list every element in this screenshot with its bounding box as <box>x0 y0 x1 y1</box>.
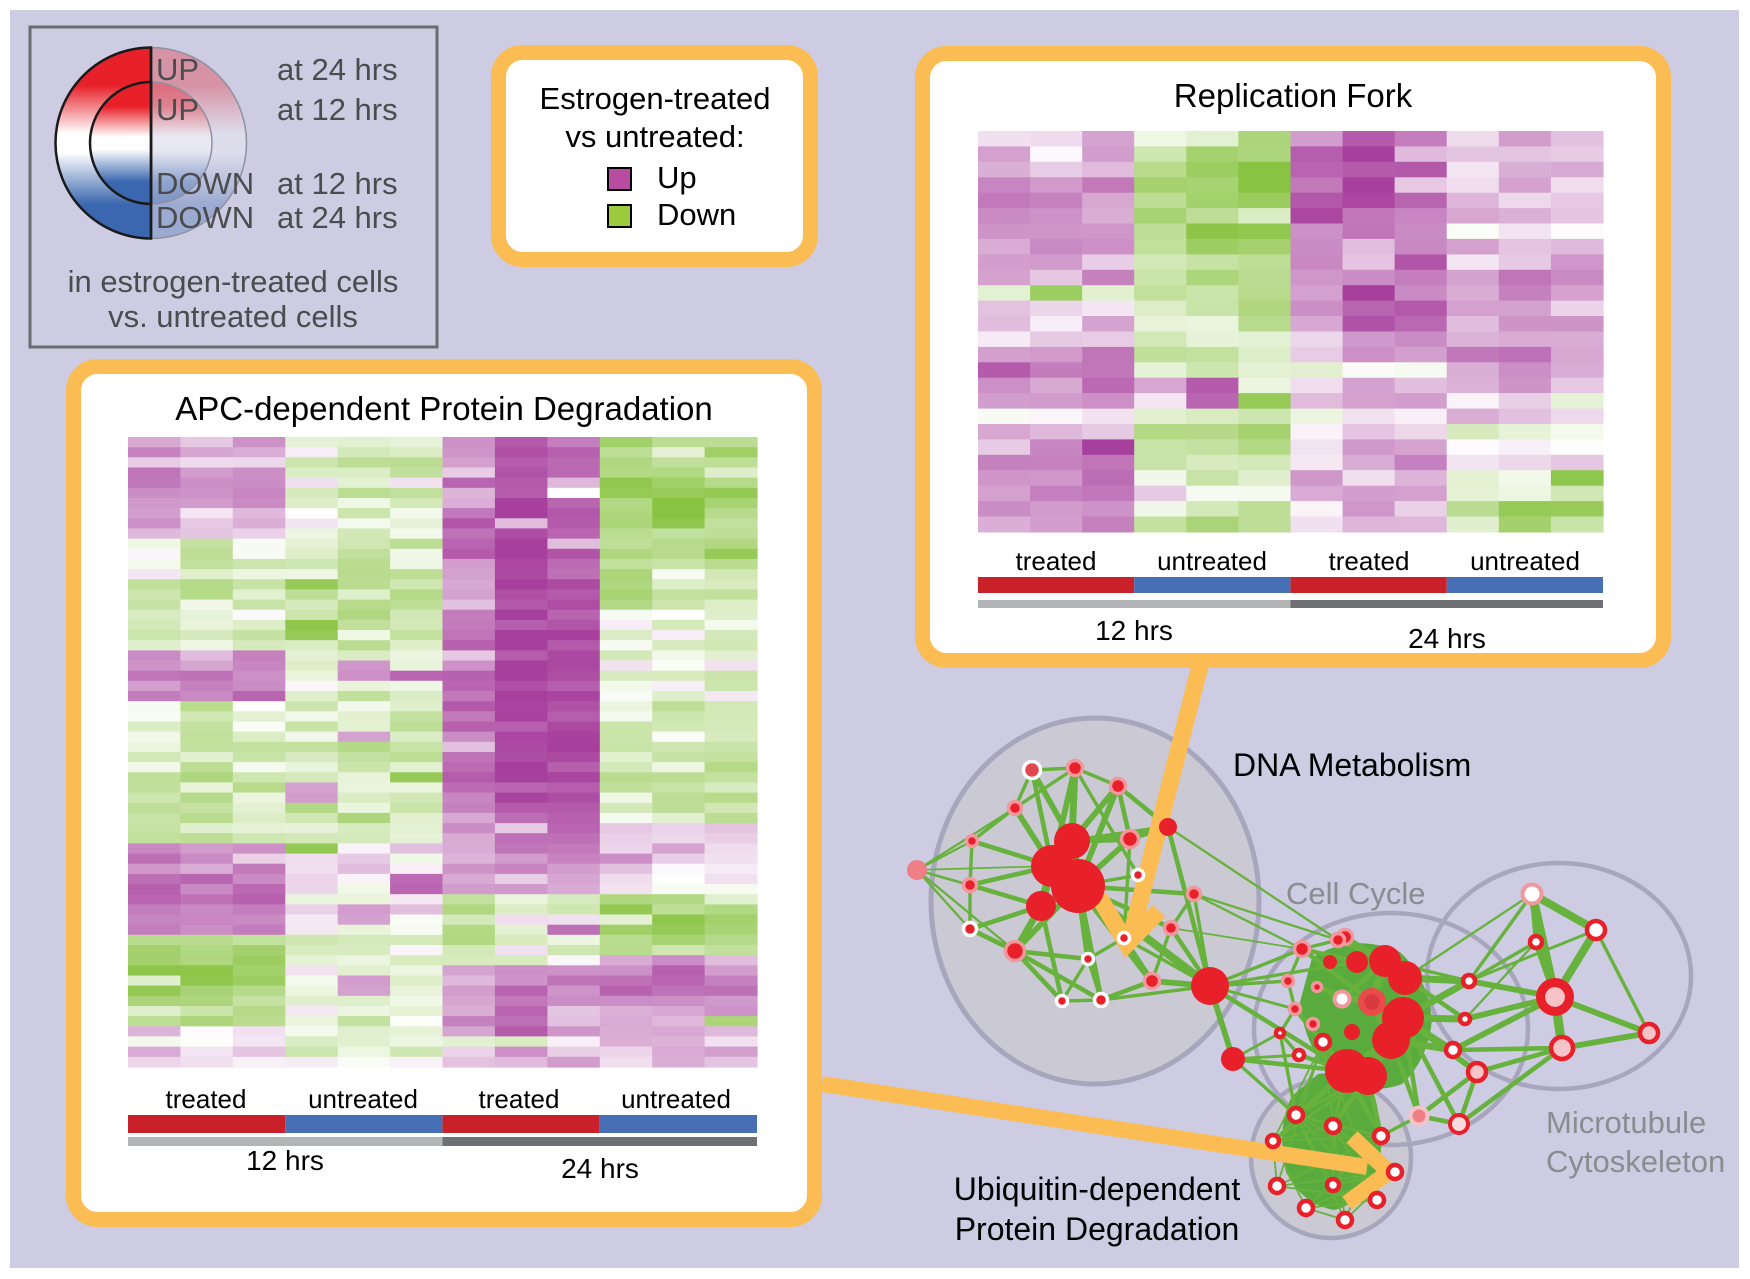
svg-text:24 hrs: 24 hrs <box>561 1153 639 1184</box>
svg-text:DNA Metabolism: DNA Metabolism <box>1233 747 1471 783</box>
svg-text:UP: UP <box>156 92 199 127</box>
svg-text:Down: Down <box>657 197 736 232</box>
svg-text:vs untreated:: vs untreated: <box>565 119 744 154</box>
svg-text:at 12 hrs: at 12 hrs <box>277 92 398 127</box>
svg-text:at 24 hrs: at 24 hrs <box>277 52 398 87</box>
svg-text:Replication Fork: Replication Fork <box>1174 77 1413 114</box>
svg-text:Cytoskeleton: Cytoskeleton <box>1546 1144 1725 1179</box>
svg-text:Cell Cycle: Cell Cycle <box>1286 876 1426 911</box>
svg-text:APC-dependent Protein Degradat: APC-dependent Protein Degradation <box>175 390 713 427</box>
svg-text:UP: UP <box>156 52 199 87</box>
svg-text:untreated: untreated <box>308 1084 418 1114</box>
svg-text:Ubiquitin-dependent: Ubiquitin-dependent <box>954 1171 1241 1207</box>
svg-text:Protein Degradation: Protein Degradation <box>955 1211 1240 1247</box>
svg-text:treated: treated <box>166 1084 247 1114</box>
svg-text:vs. untreated cells: vs. untreated cells <box>108 299 358 334</box>
svg-text:DOWN: DOWN <box>156 200 254 235</box>
svg-text:12 hrs: 12 hrs <box>246 1145 324 1176</box>
svg-text:at 12 hrs: at 12 hrs <box>277 166 398 201</box>
svg-text:Microtubule: Microtubule <box>1546 1105 1706 1140</box>
svg-text:Estrogen-treated: Estrogen-treated <box>540 81 771 116</box>
svg-text:treated: treated <box>1016 546 1097 576</box>
svg-text:treated: treated <box>1329 546 1410 576</box>
svg-text:12 hrs: 12 hrs <box>1095 615 1173 646</box>
svg-text:untreated: untreated <box>1470 546 1580 576</box>
svg-text:untreated: untreated <box>621 1084 731 1114</box>
svg-text:24 hrs: 24 hrs <box>1408 623 1486 654</box>
svg-text:at 24 hrs: at 24 hrs <box>277 200 398 235</box>
svg-text:Up: Up <box>657 160 697 195</box>
svg-text:treated: treated <box>479 1084 560 1114</box>
svg-text:DOWN: DOWN <box>156 166 254 201</box>
svg-text:in estrogen-treated cells: in estrogen-treated cells <box>68 264 399 299</box>
svg-text:untreated: untreated <box>1157 546 1267 576</box>
